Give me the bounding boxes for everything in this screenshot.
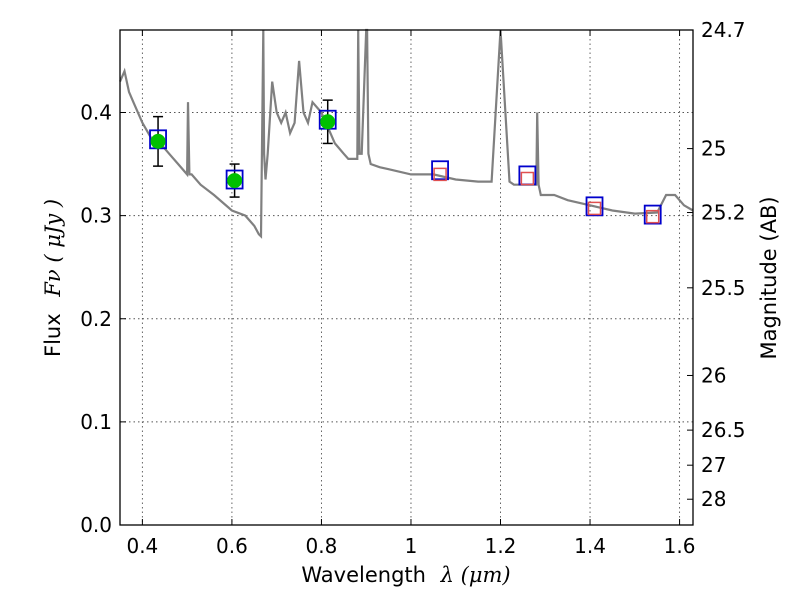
x-tick-label: 1.6 (664, 534, 696, 558)
plot-frame (119, 29, 694, 526)
model-photometry-square (431, 160, 449, 181)
model-photometry-square (585, 196, 604, 217)
x-tick-label: 0.6 (216, 534, 248, 558)
x-axis-label-text: Wavelength (301, 563, 426, 587)
x-tick-label: 1 (405, 534, 418, 558)
x-tick-label: 1.2 (485, 534, 517, 558)
y2-tick-label: 25.2 (701, 201, 746, 225)
plot-area (118, 28, 694, 239)
predicted-flux-square (520, 171, 535, 186)
axis-ticks: 0.4 0.6 0.8 1 1.2 1.4 1.6 0.0 0.1 0.2 0.3 0.4 24.7 25… (80, 18, 745, 558)
y2-tick-label: 26 (701, 363, 726, 387)
model-photometry-square (643, 204, 662, 225)
y2-axis-label: Magnitude (AB) (757, 196, 781, 359)
model-spectrum-line (118, 28, 694, 239)
y2-tick-label: 25.5 (701, 276, 746, 300)
y-axis-label: Flux Fν ( μJy ) (41, 199, 65, 357)
predicted-flux-square (645, 209, 660, 224)
observed-flux-point (320, 114, 336, 130)
y2-tick-label: 27 (701, 453, 726, 477)
y-tick-label: 0.1 (80, 410, 112, 434)
x-tick-label: 1.4 (574, 534, 606, 558)
predicted-flux-square (433, 167, 447, 182)
x-axis-label-math: λ (μm) (440, 563, 511, 587)
y-tick-label: 0.3 (80, 204, 112, 228)
y-tick-label: 0.2 (80, 307, 112, 331)
y2-tick-label: 28 (701, 487, 726, 511)
y-tick-label: 0.4 (80, 101, 112, 125)
grid (120, 30, 693, 525)
y-axis-label-text: Flux (41, 313, 65, 357)
y2-tick-label: 26.5 (701, 418, 746, 442)
x-axis-label: Wavelength λ (μm) (301, 563, 510, 587)
y-axis-label-math: Fν ( μJy ) (41, 199, 65, 298)
observed-flux-point (227, 173, 243, 189)
photometry-markers (149, 99, 662, 225)
y-tick-label: 0.0 (80, 513, 112, 537)
x-tick-label: 0.4 (126, 534, 158, 558)
y2-tick-label: 25 (701, 137, 726, 161)
model-photometry-square (225, 169, 244, 190)
observed-flux-point (150, 133, 166, 149)
x-tick-label: 0.8 (306, 534, 338, 558)
y2-tick-label: 24.7 (701, 18, 746, 42)
predicted-flux-square (587, 201, 602, 216)
